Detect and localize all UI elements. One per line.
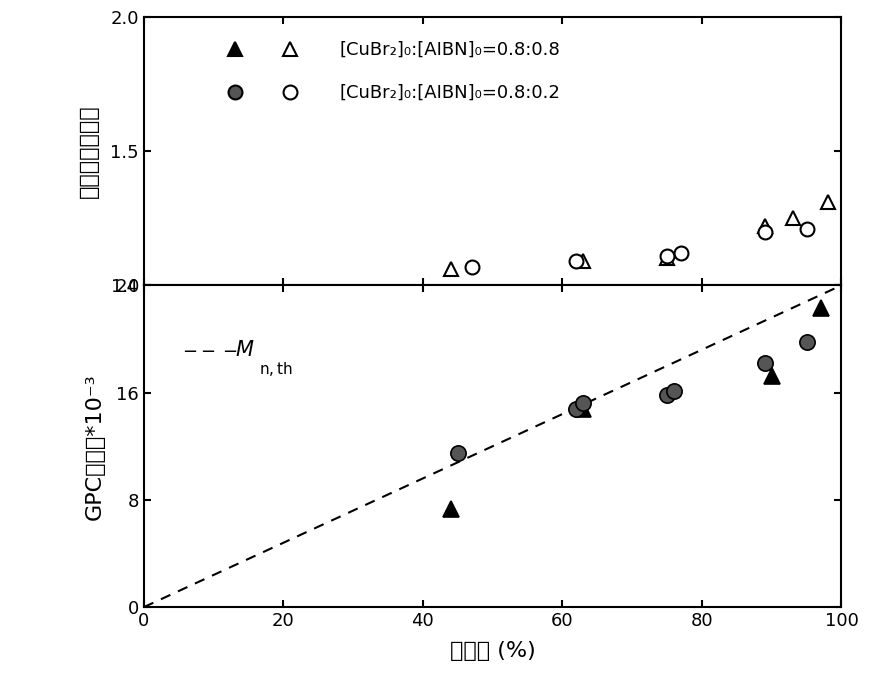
Text: [CuBr₂]₀:[AIBN]₀=0.8:0.2: [CuBr₂]₀:[AIBN]₀=0.8:0.2 [339, 83, 560, 102]
Text: $\mathit{M}$: $\mathit{M}$ [235, 340, 254, 359]
Text: [CuBr₂]₀:[AIBN]₀=0.8:0.8: [CuBr₂]₀:[AIBN]₀=0.8:0.8 [339, 40, 560, 58]
Y-axis label: GPC分子量*10⁻³: GPC分子量*10⁻³ [85, 373, 105, 519]
X-axis label: 转化率 (%): 转化率 (%) [450, 641, 535, 661]
Y-axis label: 分子量分布指数: 分子量分布指数 [79, 104, 99, 198]
Text: $---\ $: $---\ $ [182, 341, 238, 359]
Text: $\mathrm{n,th}$: $\mathrm{n,th}$ [259, 360, 293, 378]
